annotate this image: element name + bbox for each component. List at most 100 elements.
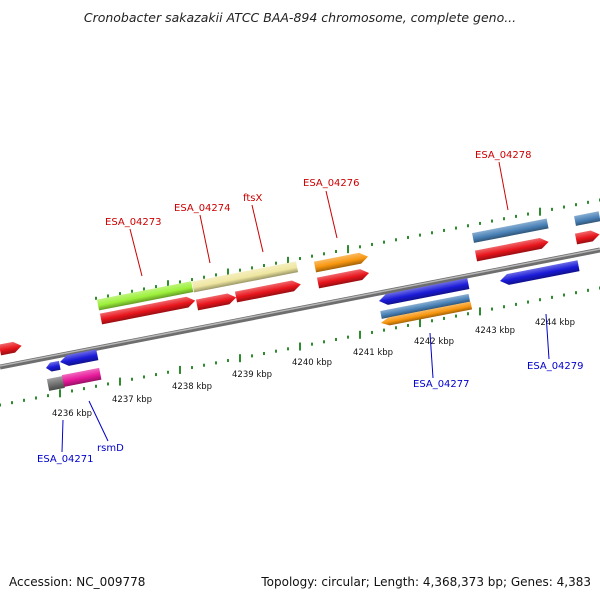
tick: [515, 214, 517, 218]
chromosome-backbone: [0, 247, 600, 370]
feature-shape: [574, 211, 600, 226]
tick: [527, 300, 529, 304]
tick: [395, 238, 397, 242]
gene-label-esa-04274[interactable]: ESA_04274: [174, 203, 231, 214]
tick: [299, 257, 301, 260]
gene-label-esa-04276[interactable]: ESA_04276: [303, 178, 360, 189]
genome-summary-text: Topology: circular; Length: 4,368,373 bp…: [261, 575, 591, 589]
feature-shape: [0, 341, 22, 356]
feature-shape: [191, 261, 299, 293]
cds-arrow-ftsx: [234, 280, 301, 303]
cds-arrow-esa-04276: [316, 269, 370, 289]
scale-label-4240: 4240 kbp: [292, 358, 332, 368]
map-title: Cronobacter sakazakii ATCC BAA-894 chrom…: [83, 10, 517, 25]
tick: [407, 235, 409, 239]
gene-features: [0, 211, 600, 391]
tick: [311, 254, 313, 258]
gene-label-ftsx[interactable]: ftsX: [243, 193, 262, 204]
leader-line: [545, 313, 550, 360]
tick: [83, 387, 85, 391]
feature-shape: [313, 252, 369, 273]
tick: [191, 278, 193, 282]
tick: [275, 261, 277, 265]
tick: [395, 326, 397, 330]
tick: [95, 296, 97, 300]
tick: [167, 370, 169, 374]
leader-line: [429, 332, 434, 379]
cds-arrow-esa-04277: [379, 278, 470, 305]
tick: [203, 275, 205, 279]
gene-block-khaki: [191, 261, 299, 293]
tick: [563, 293, 565, 297]
cds-arrow-esa-04274: [195, 293, 237, 311]
tick: [323, 340, 325, 344]
feature-shape: [474, 237, 549, 262]
backbone-highlight: [0, 248, 600, 367]
scale-label-4241: 4241 kbp: [353, 348, 393, 358]
tick: [323, 252, 325, 256]
tick: [143, 375, 145, 379]
tick: [275, 349, 277, 353]
cds-arrow-esa-04273: [99, 296, 196, 325]
tick: [515, 302, 517, 306]
gene-label-esa-04278[interactable]: ESA_04278: [475, 150, 532, 161]
tick: [299, 342, 301, 351]
leader-line: [199, 214, 211, 264]
leader-line: [88, 400, 109, 442]
tick: [455, 226, 457, 230]
leader-line: [129, 228, 143, 277]
tick: [47, 394, 49, 398]
feature-shape: [96, 281, 194, 311]
tick: [359, 330, 361, 339]
tick: [503, 305, 505, 309]
feature-shape: [61, 367, 102, 387]
gene-label-esa-04277[interactable]: ESA_04277: [413, 379, 470, 390]
tick: [467, 224, 469, 228]
tick: [575, 203, 577, 207]
gene-label-esa-04279[interactable]: ESA_04279: [527, 361, 584, 372]
feature-shape: [195, 293, 237, 311]
scale-labels: 4236 kbp 4237 kbp 4238 kbp 4239 kbp 4240…: [52, 318, 575, 419]
cds-arrow-esa-04279: [500, 260, 580, 285]
tick: [347, 335, 349, 339]
tick: [419, 233, 421, 237]
tick: [59, 389, 61, 398]
scale-label-4244: 4244 kbp: [535, 318, 575, 328]
cds-arrow-esa-04271-b: [60, 349, 99, 366]
tick: [503, 217, 505, 221]
cds-arrow-esa-04278: [474, 237, 549, 262]
tick: [443, 316, 445, 320]
tick: [419, 319, 421, 328]
gene-label-esa-04271[interactable]: ESA_04271: [37, 454, 94, 465]
tick: [287, 347, 289, 351]
gene-block-esa-04277: [380, 293, 471, 319]
tick: [227, 268, 229, 277]
tick: [467, 312, 469, 316]
gene-arrow-esa-04277: [381, 301, 473, 326]
feature-shape: [46, 376, 65, 391]
tick: [587, 288, 589, 292]
gene-label-esa-04273[interactable]: ESA_04273: [105, 217, 162, 228]
accession-text: Accession: NC_009778: [9, 575, 146, 589]
tick: [443, 228, 445, 232]
tick: [143, 287, 145, 291]
feature-shape: [234, 280, 301, 303]
tick: [527, 212, 529, 216]
cds-arrow-esa-04271-a: [46, 360, 61, 372]
tick: [179, 280, 181, 284]
feature-shape: [500, 260, 580, 285]
scale-label-4242: 4242 kbp: [414, 337, 454, 347]
tick: [71, 389, 73, 393]
tick: [239, 354, 241, 363]
tick: [551, 295, 553, 299]
tick: [191, 366, 193, 370]
tick: [311, 342, 313, 346]
leader-line: [251, 204, 264, 253]
tick: [491, 219, 493, 223]
tick: [179, 365, 181, 374]
feature-shape: [574, 230, 600, 245]
gene-label-rsmd[interactable]: rsmD: [97, 443, 124, 454]
tick: [263, 264, 265, 268]
scale-label-4236: 4236 kbp: [52, 409, 92, 419]
